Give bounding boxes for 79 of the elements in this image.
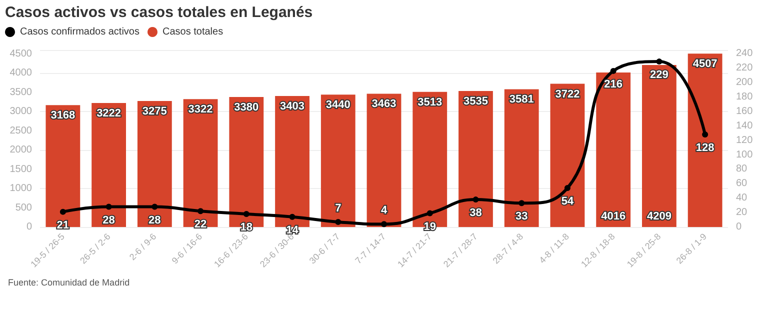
point bbox=[198, 208, 204, 214]
data-label: 38 bbox=[470, 207, 482, 220]
y2-tick-label: 60 bbox=[736, 178, 748, 190]
data-label: 3722 bbox=[555, 88, 580, 100]
y-tick-label: 1500 bbox=[10, 164, 32, 175]
x-tick-label: 2-6 / 9-6 bbox=[127, 231, 158, 262]
bar bbox=[504, 89, 539, 227]
y2-tick-label: 40 bbox=[736, 192, 748, 204]
y2-tick-label: 0 bbox=[736, 222, 742, 232]
data-label: 229 bbox=[650, 69, 668, 82]
bar bbox=[320, 94, 356, 227]
data-label: 128 bbox=[696, 142, 714, 154]
point bbox=[152, 204, 158, 210]
bar bbox=[366, 94, 402, 227]
data-label: 3222 bbox=[96, 108, 122, 120]
data-label: 4209 bbox=[646, 210, 672, 222]
data-label: 54 bbox=[561, 195, 574, 208]
y2-tick-label: 120 bbox=[736, 134, 754, 146]
source-note: Fuente: Comunidad de Madrid bbox=[8, 278, 130, 288]
data-label: 216 bbox=[604, 78, 623, 90]
bar bbox=[688, 54, 722, 227]
point bbox=[702, 132, 708, 138]
y2-tick-label: 160 bbox=[736, 106, 754, 117]
bar bbox=[92, 103, 126, 227]
y-tick-label: 2000 bbox=[10, 144, 32, 156]
data-label: 4507 bbox=[692, 58, 718, 70]
y2-tick-label: 240 bbox=[736, 48, 754, 60]
data-label: 3463 bbox=[372, 98, 396, 110]
y2-tick-label: 220 bbox=[736, 62, 754, 74]
point bbox=[472, 196, 479, 203]
point bbox=[60, 208, 66, 215]
legend-label: Casos totales bbox=[162, 26, 224, 38]
point bbox=[243, 210, 250, 217]
bar bbox=[642, 65, 676, 227]
y-tick-label: 4500 bbox=[10, 48, 32, 60]
data-label: 3403 bbox=[280, 100, 305, 113]
data-label: 3322 bbox=[188, 104, 213, 116]
data-label: 3581 bbox=[509, 94, 534, 106]
y-tick-label: 0 bbox=[26, 222, 32, 232]
y-tick-label: 1000 bbox=[10, 183, 32, 194]
bar bbox=[183, 99, 218, 227]
y2-tick-label: 80 bbox=[736, 164, 748, 175]
y-tick-label: 4000 bbox=[10, 68, 32, 79]
point bbox=[564, 184, 570, 191]
y-tick-label: 2500 bbox=[10, 125, 32, 136]
data-label: 4016 bbox=[601, 210, 626, 222]
bar bbox=[596, 72, 631, 227]
y2-tick-label: 140 bbox=[736, 120, 754, 132]
data-label: 3380 bbox=[234, 101, 259, 114]
data-label: 3513 bbox=[418, 96, 442, 108]
data-label: 3168 bbox=[50, 110, 76, 122]
y2-tick-label: 20 bbox=[736, 207, 748, 218]
point bbox=[656, 58, 662, 65]
data-label: 3440 bbox=[326, 99, 350, 112]
point bbox=[426, 210, 433, 216]
point bbox=[106, 204, 112, 210]
data-label: 28 bbox=[148, 214, 161, 226]
data-label: 3275 bbox=[142, 105, 167, 118]
bar bbox=[137, 100, 172, 227]
data-label: 7 bbox=[335, 202, 342, 214]
y2-tick-label: 180 bbox=[736, 91, 754, 102]
point bbox=[518, 200, 525, 206]
y-tick-label: 500 bbox=[15, 202, 32, 214]
point bbox=[381, 221, 387, 228]
chart-title: Casos activos vs casos totales en Leganés bbox=[5, 4, 313, 21]
y2-tick-label: 100 bbox=[736, 149, 754, 160]
y-tick-label: 3500 bbox=[10, 86, 32, 98]
bar bbox=[458, 90, 493, 227]
y-tick-label: 3000 bbox=[10, 106, 32, 118]
y2-tick-label: 200 bbox=[736, 77, 754, 88]
data-label: 33 bbox=[515, 210, 528, 223]
legend-label: Casos confirmados activos bbox=[20, 26, 140, 38]
point bbox=[335, 218, 342, 225]
data-label: 3535 bbox=[463, 95, 488, 108]
bar bbox=[550, 84, 585, 227]
data-label: 28 bbox=[102, 214, 115, 226]
data-label: 4 bbox=[380, 204, 388, 217]
point bbox=[289, 214, 296, 220]
point bbox=[610, 68, 616, 74]
